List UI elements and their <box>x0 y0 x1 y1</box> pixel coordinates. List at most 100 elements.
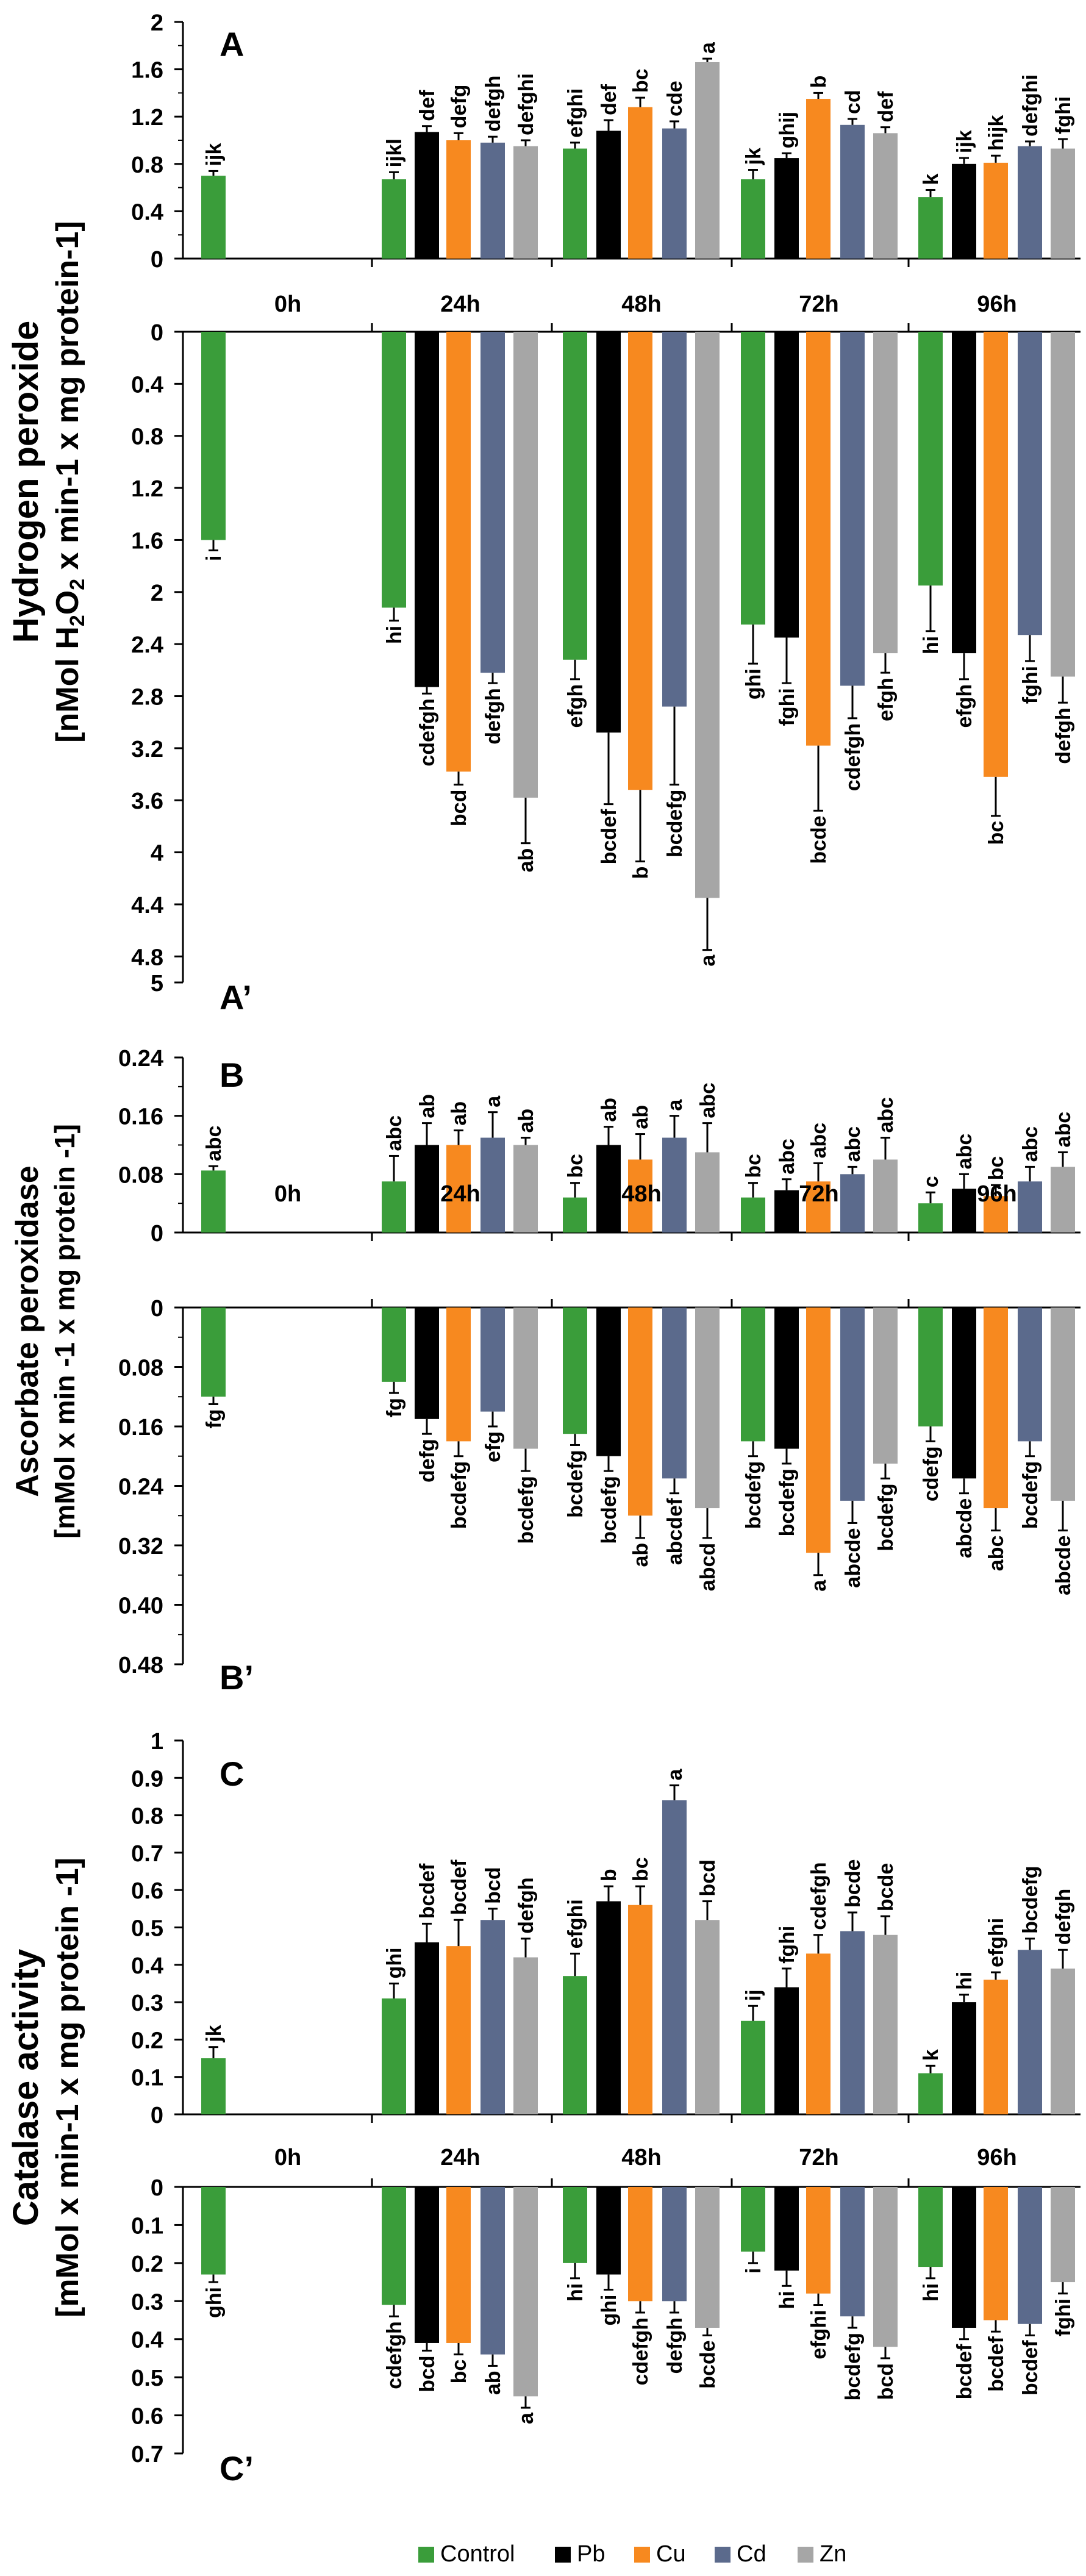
bar-96h-control <box>918 2073 943 2114</box>
y-tick-label: 5 <box>151 971 163 996</box>
significance-letter: hi <box>564 2283 587 2302</box>
significance-letter: cdefgh <box>629 2317 652 2385</box>
y-tick-label: 4.4 <box>131 893 163 918</box>
bar-96h-pb <box>952 1308 976 1479</box>
significance-letter: cdefgh <box>807 1862 831 1930</box>
significance-letter: bcdef <box>985 2336 1008 2392</box>
significance-letter: bcde <box>696 2340 720 2388</box>
bar-48h-pb <box>596 2187 621 2275</box>
legend-item-pb: Pb <box>555 2541 605 2567</box>
significance-letter: a <box>696 41 720 54</box>
ylabel-catalase-activity: Catalase activity [mMol x min-1 x mg pro… <box>6 1858 85 2317</box>
bar-24h-pb <box>415 1308 439 1419</box>
y-tick-label: 3.6 <box>131 789 163 814</box>
significance-letter: b <box>629 867 652 879</box>
bar-96h-zn <box>1051 1308 1075 1501</box>
significance-letter: hi <box>776 2291 799 2309</box>
bar-24h-pb <box>415 332 439 687</box>
bar-72h-pb <box>774 2187 799 2271</box>
bar-72h-pb <box>774 332 799 638</box>
significance-letter: ab <box>515 848 538 873</box>
significance-letter: ghi <box>202 2287 226 2318</box>
bar-24h-cu <box>446 1145 471 1233</box>
category-labels-2: 0h 24h 48h 72h 96h <box>274 1181 1017 1207</box>
bar-72h-cd <box>840 124 865 259</box>
bar-96h-pb <box>952 163 976 259</box>
significance-letter: defgh <box>482 688 505 745</box>
bar-96h-control <box>918 197 943 259</box>
significance-letter: bcdef <box>448 1859 471 1915</box>
significance-letter: a <box>663 1099 687 1111</box>
bar-24h-cd <box>480 1137 505 1233</box>
bar-72h-cu <box>806 99 831 259</box>
significance-letter: efghi <box>985 1918 1008 1967</box>
bar-0h-control <box>201 2058 226 2114</box>
y-tick-label: 0.6 <box>131 2404 163 2430</box>
significance-letter: abc <box>202 1126 226 1162</box>
bar-48h-cd <box>662 1800 687 2114</box>
bar-96h-cu <box>984 2187 1008 2320</box>
significance-letter: efgh <box>564 684 587 728</box>
bar-48h-cd <box>662 2187 687 2302</box>
significance-letter: bc <box>448 2360 471 2384</box>
bar-24h-pb <box>415 132 439 259</box>
y-tick-label: 0.4 <box>131 2328 163 2353</box>
bar-96h-pb <box>952 1189 976 1233</box>
bar-72h-cu <box>806 1308 831 1553</box>
bar-72h-zn <box>873 1934 898 2114</box>
y-tick-label: 2.8 <box>131 685 163 710</box>
legend-label: Zn <box>820 2541 846 2567</box>
bar-48h-control <box>563 332 587 660</box>
significance-letter: k <box>920 2049 943 2061</box>
significance-letter: bcdefg <box>1019 1866 1042 1933</box>
significance-letter: bcdefg <box>448 1461 471 1529</box>
significance-letter: a <box>482 1095 505 1107</box>
significance-letter: fghi <box>1019 666 1042 704</box>
significance-letter: abc <box>696 1082 720 1118</box>
category-label-72h: 72h <box>799 1181 838 1207</box>
bar-24h-control <box>382 1998 406 2114</box>
y-tick-label: 0.7 <box>131 2442 163 2467</box>
y-tick-label: 0.6 <box>131 1878 163 1904</box>
y-tick-label: 0.4 <box>131 1953 163 1979</box>
bar-48h-cu <box>628 332 652 790</box>
significance-letter: defgh <box>1052 1889 1075 1945</box>
bar-72h-cd <box>840 1931 865 2114</box>
significance-letter: defg <box>448 85 471 129</box>
panel-label: C’ <box>220 2449 254 2488</box>
panel-label: A’ <box>220 978 252 1017</box>
bar-96h-zn <box>1051 148 1075 259</box>
significance-letter: ab <box>598 1098 621 1122</box>
bar-72h-cd <box>840 332 865 686</box>
legend-swatch <box>555 2547 571 2563</box>
bar-72h-cu <box>806 332 831 746</box>
bar-24h-control <box>382 2187 406 2305</box>
significance-letter: bcdefg <box>663 790 687 857</box>
significance-letter: abcde <box>1052 1536 1075 1595</box>
bar-24h-zn <box>513 1145 538 1233</box>
bar-24h-cd <box>480 332 505 673</box>
bar-72h-control <box>741 332 765 625</box>
category-label-48h: 48h <box>621 1181 661 1207</box>
significance-letter: fg <box>202 1409 226 1428</box>
significance-letter: bcdefg <box>564 1450 587 1517</box>
bar-48h-cu <box>628 2187 652 2302</box>
significance-letter: bc <box>985 821 1008 845</box>
y-tick-label: 0 <box>151 1296 163 1322</box>
category-labels-1: 0h 24h 48h 72h 96h <box>274 292 1017 317</box>
significance-letter: abc <box>1052 1112 1075 1148</box>
bar-48h-control <box>563 1197 587 1233</box>
significance-letter: fghi <box>1052 2299 1075 2336</box>
ylabel-line2: [nMol H2O2 x min-1 x mg protein-1] <box>50 221 89 742</box>
significance-letter: ghi <box>383 1947 406 1978</box>
bar-48h-pb <box>596 1308 621 1456</box>
y-tick-label: 4.8 <box>131 945 163 970</box>
bar-48h-cd <box>662 332 687 707</box>
panel-B2: 00.080.160.240.320.400.48fgfgdefgbcdefge… <box>118 1296 1081 1697</box>
significance-letter: abcdef <box>663 1498 687 1565</box>
significance-letter: a <box>807 1580 831 1592</box>
significance-letter: bcdef <box>416 1863 439 1919</box>
significance-letter: bcdefg <box>874 1483 898 1551</box>
significance-letter: ab <box>515 1109 538 1133</box>
